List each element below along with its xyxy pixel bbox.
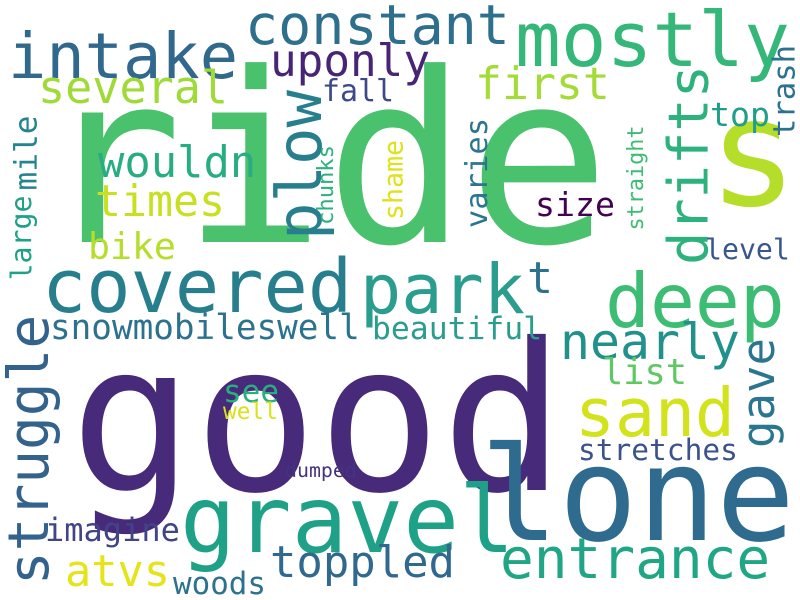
word-snowmobileswell: snowmobileswell [50, 307, 360, 348]
word-imagine: imagine [45, 510, 180, 549]
word-fall: fall [322, 74, 394, 110]
word-lone: lone [480, 418, 795, 571]
word-size: size [535, 185, 615, 225]
word-toppled: toppled [270, 536, 455, 588]
word-varies: varies [459, 117, 495, 229]
word-stretches: stretches [578, 433, 738, 468]
word-intake: intake [8, 19, 239, 94]
word-level: level [705, 232, 790, 266]
word-chunks: chunks [312, 145, 339, 225]
word-ride: ride [40, 21, 610, 298]
word-beautiful: beautiful [372, 311, 543, 348]
word-times: times [95, 176, 226, 227]
word-park: park [360, 250, 525, 331]
word-constant: constant [245, 0, 510, 57]
word-first: first [475, 57, 610, 111]
word-gravel: gravel [180, 465, 515, 574]
word-see: see [223, 373, 279, 410]
word-gave: gave [732, 337, 786, 449]
word-nearly: nearly [560, 313, 740, 372]
word-bike: bike [88, 224, 176, 268]
word-well: well [223, 398, 278, 425]
word-trash: trash [767, 44, 800, 138]
word-deep: deep [605, 258, 785, 346]
word-mostly: mostly [515, 0, 790, 84]
word-atvs: atvs [65, 547, 170, 598]
word-mile: mile [8, 115, 45, 190]
word-shame: shame [378, 139, 410, 221]
word-woods: woods [173, 565, 266, 600]
word-top: top [710, 95, 770, 135]
word-large: large [4, 195, 38, 280]
word-s: s [708, 67, 799, 242]
word-sand: sand [575, 373, 735, 452]
word-list: list [602, 351, 688, 393]
word-several: several [38, 60, 229, 114]
word-covered: covered [42, 245, 353, 331]
word-uponly: uponly [270, 36, 431, 88]
word-straight: straight [624, 125, 650, 230]
word-dumped: dumped [285, 459, 357, 483]
word-good: good [70, 300, 565, 540]
word-wouldn: wouldn [98, 136, 257, 188]
word-t: t [527, 253, 554, 304]
word-entrance: entrance [500, 526, 771, 592]
